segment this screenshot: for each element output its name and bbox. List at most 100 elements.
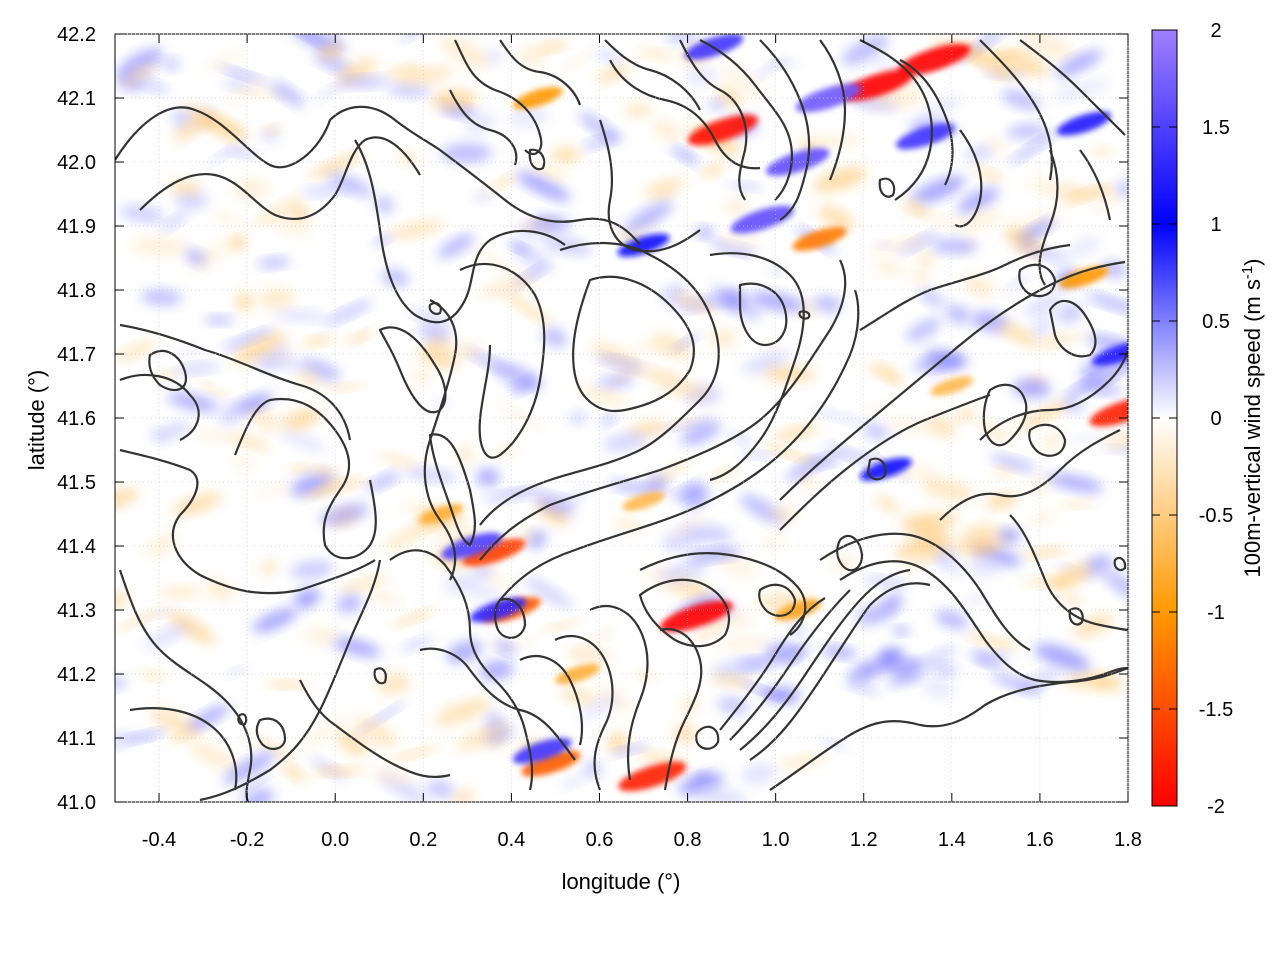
- field-patch: [115, 341, 156, 362]
- field-patch: [456, 446, 474, 463]
- x-axis-title: longitude (°): [562, 869, 681, 894]
- field-patch: [383, 519, 434, 551]
- field-patch: [869, 59, 903, 68]
- field-patch: [172, 114, 214, 142]
- contour-line: [738, 282, 788, 347]
- colorbar-ticks: 2 1.5 1 0.5 0 -0.5 -1 -1.5 -2: [1152, 20, 1233, 818]
- field-patch: [219, 403, 245, 426]
- field-patch: [1116, 180, 1128, 198]
- field-patch: [841, 34, 890, 66]
- field-patch: [741, 682, 795, 703]
- contour-line: [299, 679, 451, 779]
- field-patch: [150, 708, 203, 739]
- field-patch: [1006, 124, 1048, 139]
- field-patch: [337, 575, 390, 593]
- colorbar-title: 100m-vertical wind speed (m s-1): [1239, 258, 1265, 577]
- contour-line: [878, 177, 896, 198]
- contour-line: [1009, 514, 1128, 632]
- contour-line: [148, 349, 188, 392]
- field-patch: [440, 573, 487, 595]
- contour-line: [255, 717, 287, 750]
- field-patch: [569, 411, 587, 425]
- contour-line: [859, 39, 933, 201]
- contour-line: [419, 647, 576, 761]
- field-patch: [241, 788, 275, 802]
- contour-line: [354, 139, 566, 324]
- field-patch: [933, 664, 958, 676]
- field-patch: [375, 196, 394, 214]
- field-patch: [969, 556, 1001, 577]
- field-patch: [681, 485, 709, 508]
- field-patch: [170, 731, 190, 744]
- field-patch: [595, 49, 624, 65]
- y-tick-label: 41.1: [57, 728, 96, 750]
- field-patch: [578, 112, 621, 143]
- field-patch: [353, 716, 397, 748]
- field-patch: [523, 576, 574, 610]
- contour-line: [479, 259, 847, 561]
- field-patch: [874, 495, 901, 513]
- wind-hotspot: [730, 205, 795, 234]
- field-patch: [919, 288, 944, 307]
- contour-line: [499, 289, 860, 601]
- field-patch: [405, 467, 458, 482]
- field-patch: [861, 400, 890, 413]
- field-patch: [716, 611, 754, 630]
- contour-line: [1113, 556, 1127, 572]
- field-patch: [491, 361, 543, 391]
- field-patch: [152, 609, 172, 618]
- contour-line: [798, 310, 811, 320]
- field-patch: [1001, 90, 1041, 110]
- field-patch: [482, 491, 534, 502]
- field-patch: [671, 481, 703, 499]
- field-patch: [664, 34, 704, 45]
- field-patch: [1002, 273, 1032, 294]
- field-patch: [131, 237, 190, 256]
- field-patch: [377, 454, 421, 468]
- field-patch: [284, 408, 321, 430]
- field-patch: [520, 528, 538, 540]
- field-patch: [643, 177, 687, 200]
- field-patch: [1047, 473, 1104, 493]
- field-patch: [994, 467, 1015, 477]
- field-patch: [973, 652, 1010, 665]
- field-patch: [998, 528, 1021, 543]
- contour-line: [119, 323, 352, 441]
- x-tick-label: 1.6: [1026, 829, 1054, 851]
- wind-hotspot: [469, 597, 527, 623]
- field-patch: [695, 227, 714, 238]
- field-patch: [763, 445, 818, 464]
- field-patch: [314, 80, 346, 103]
- y-tick-label: 41.0: [57, 792, 96, 814]
- field-patch: [1104, 446, 1128, 453]
- field-patch: [260, 128, 280, 144]
- field-patch: [997, 322, 1040, 347]
- field-patch: [516, 171, 571, 202]
- field-patch: [872, 236, 927, 254]
- field-patch: [273, 310, 328, 321]
- y-axis-title: latitude (°): [24, 370, 49, 471]
- contour-line: [758, 583, 797, 617]
- wind-hotspot: [462, 538, 526, 567]
- field-patch: [338, 76, 389, 88]
- field-patch: [301, 184, 355, 196]
- field-patch: [1055, 185, 1091, 199]
- contour-line: [982, 383, 1028, 447]
- field-patch: [308, 152, 364, 179]
- wind-hotspot: [897, 43, 971, 76]
- contour-line: [479, 242, 720, 526]
- field-patch: [214, 212, 242, 224]
- field-patch: [171, 108, 188, 127]
- field-patch: [768, 263, 787, 275]
- field-patch: [136, 76, 170, 94]
- contour-line: [1079, 149, 1112, 221]
- field-patch: [917, 252, 935, 264]
- field-patch: [1027, 512, 1056, 526]
- field-patch: [453, 789, 475, 802]
- field-patch: [1023, 294, 1064, 317]
- wind-hotspot: [617, 233, 670, 257]
- field-patch: [910, 646, 958, 674]
- field-patch: [714, 637, 773, 650]
- field-patch: [813, 167, 867, 192]
- field-patch: [365, 471, 401, 491]
